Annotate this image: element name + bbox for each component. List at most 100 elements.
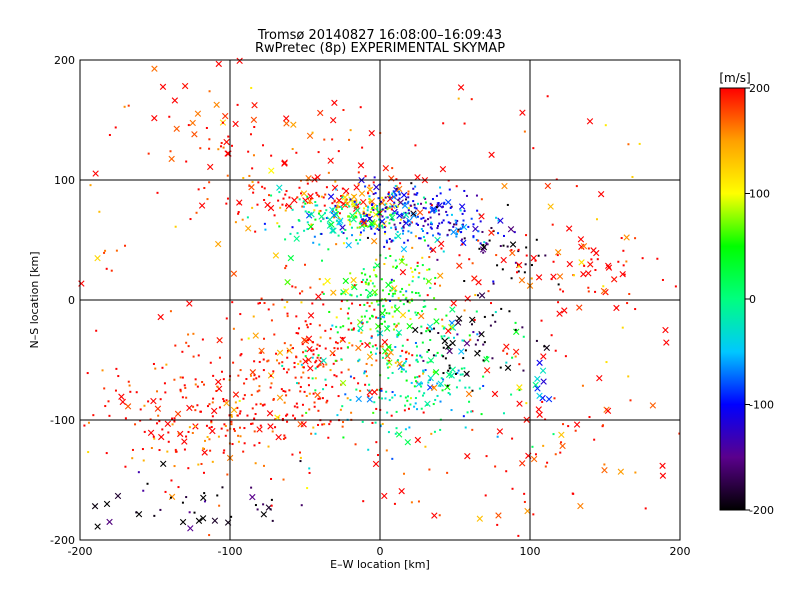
data-point xyxy=(335,375,338,378)
data-point xyxy=(413,405,416,408)
data-point xyxy=(387,193,390,196)
data-point xyxy=(289,232,292,235)
data-point xyxy=(463,309,466,312)
data-point xyxy=(482,251,485,254)
data-point xyxy=(295,332,298,335)
data-point xyxy=(396,205,399,208)
data-point xyxy=(395,187,398,190)
data-point xyxy=(423,392,426,395)
data-point-cross xyxy=(215,378,222,386)
data-point xyxy=(253,430,256,433)
data-point xyxy=(416,215,419,218)
data-point-cross xyxy=(402,211,410,219)
data-point xyxy=(369,199,372,202)
data-point-cross xyxy=(315,293,322,300)
data-point xyxy=(287,368,290,371)
data-point xyxy=(437,232,440,235)
data-point xyxy=(310,223,313,226)
data-point xyxy=(388,399,391,402)
data-point xyxy=(388,312,391,315)
data-point xyxy=(462,357,465,360)
data-point xyxy=(217,435,220,438)
data-point xyxy=(388,366,391,369)
data-point xyxy=(376,454,379,457)
data-point xyxy=(471,389,474,392)
data-point xyxy=(311,227,314,230)
data-point-cross xyxy=(366,396,373,403)
data-point xyxy=(310,349,313,352)
data-point-cross xyxy=(544,182,552,190)
data-point-cross xyxy=(573,421,581,428)
data-point xyxy=(470,323,473,326)
data-point xyxy=(239,313,242,316)
data-point xyxy=(247,150,250,153)
data-point xyxy=(236,103,239,106)
data-point xyxy=(349,375,352,378)
data-point xyxy=(482,244,485,247)
data-point xyxy=(271,519,274,522)
data-point xyxy=(238,426,241,429)
data-point xyxy=(368,305,371,308)
data-point xyxy=(395,265,398,268)
data-point xyxy=(363,370,366,373)
data-point-cross xyxy=(463,340,471,347)
data-point-cross xyxy=(406,323,413,330)
data-point xyxy=(208,426,211,429)
data-point xyxy=(195,211,198,214)
data-point-cross xyxy=(393,306,401,313)
data-point-cross xyxy=(318,213,325,220)
data-point-cross xyxy=(293,235,300,242)
data-point-cross xyxy=(339,379,347,387)
data-point xyxy=(479,242,482,245)
data-point-cross xyxy=(91,503,99,510)
data-point xyxy=(83,424,86,427)
data-point xyxy=(436,239,439,242)
data-point xyxy=(272,397,275,400)
data-point xyxy=(295,355,298,358)
data-point xyxy=(434,276,437,279)
data-point xyxy=(494,320,497,323)
data-point-cross xyxy=(199,515,207,522)
data-point xyxy=(523,500,526,503)
data-point xyxy=(450,213,453,216)
data-point xyxy=(407,407,410,410)
data-point xyxy=(104,405,107,408)
data-point xyxy=(259,402,262,405)
data-point xyxy=(396,211,399,214)
data-point xyxy=(253,444,256,447)
data-point xyxy=(318,210,321,213)
data-point-cross xyxy=(351,201,358,208)
data-point xyxy=(345,198,348,201)
data-point xyxy=(511,437,514,440)
data-point xyxy=(391,371,394,374)
data-point-cross xyxy=(381,338,389,346)
data-point xyxy=(383,320,386,323)
data-point xyxy=(384,257,387,260)
data-point-cross xyxy=(281,160,288,167)
data-point-cross xyxy=(458,348,465,355)
data-point xyxy=(316,204,319,207)
data-point xyxy=(482,343,485,346)
data-point xyxy=(497,232,500,235)
data-point xyxy=(394,346,397,349)
data-point xyxy=(373,308,376,311)
data-point xyxy=(367,395,370,398)
data-point-cross xyxy=(400,245,408,253)
data-point xyxy=(424,201,427,204)
data-point xyxy=(89,184,92,187)
data-point xyxy=(339,408,342,411)
data-point-cross xyxy=(476,515,484,522)
data-point xyxy=(414,268,417,271)
data-point xyxy=(388,206,391,209)
data-point xyxy=(628,292,631,295)
data-point xyxy=(342,421,345,424)
data-point xyxy=(638,142,641,145)
data-point xyxy=(461,373,464,376)
data-point-cross xyxy=(456,262,463,269)
data-point xyxy=(438,222,441,225)
data-point xyxy=(200,462,203,465)
data-point xyxy=(446,233,449,236)
data-point xyxy=(312,353,315,356)
data-point xyxy=(446,346,449,349)
data-point xyxy=(366,236,369,239)
